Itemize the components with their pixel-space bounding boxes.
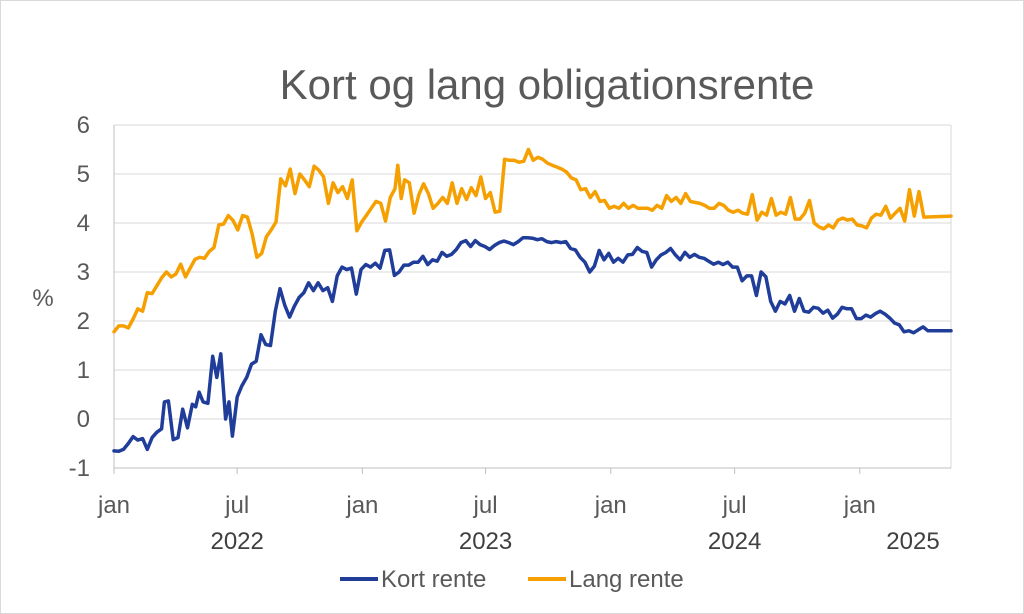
x-tick-label: jul bbox=[722, 492, 747, 519]
legend: Kort rente Lang rente bbox=[340, 566, 684, 593]
y-tick-label: 5 bbox=[77, 161, 90, 188]
x-tick-label: jan bbox=[97, 492, 130, 519]
x-tick-label: jul bbox=[473, 492, 498, 519]
x-tick-label: jul bbox=[224, 492, 249, 519]
y-tick-label: 6 bbox=[77, 112, 90, 139]
x-year-label: 2024 bbox=[708, 528, 761, 555]
series-line-lang-rente bbox=[112, 147, 953, 334]
y-tick-label: 0 bbox=[77, 406, 90, 433]
grid-lines bbox=[113, 124, 952, 469]
x-year-label: 2025 bbox=[886, 528, 939, 555]
y-tick-label: 4 bbox=[77, 210, 90, 237]
y-tick-label: -1 bbox=[69, 455, 90, 482]
x-year-label: 2023 bbox=[459, 528, 512, 555]
series-lines bbox=[112, 147, 953, 454]
x-tick-label: jan bbox=[345, 492, 378, 519]
legend-kort-rente-label: Kort rente bbox=[381, 566, 486, 593]
y-tick-label: 1 bbox=[77, 357, 90, 384]
x-axis: jan jul jan jul jan jul jan 2022 2023 2024 2025 bbox=[97, 467, 951, 555]
series-line-kort-rente bbox=[112, 235, 953, 454]
legend-lang-rente-label: Lang rente bbox=[569, 566, 684, 593]
x-year-label: 2022 bbox=[210, 528, 263, 555]
chart-title: Kort og lang obligationsrente bbox=[280, 61, 815, 108]
x-tick-label: jan bbox=[843, 492, 876, 519]
y-tick-label: 3 bbox=[77, 259, 90, 286]
x-tick-label: jan bbox=[594, 492, 627, 519]
y-axis-label: % bbox=[32, 285, 53, 312]
y-tick-label: 2 bbox=[77, 308, 90, 335]
y-tick-labels: -1 0 1 2 3 4 5 6 bbox=[69, 112, 90, 482]
